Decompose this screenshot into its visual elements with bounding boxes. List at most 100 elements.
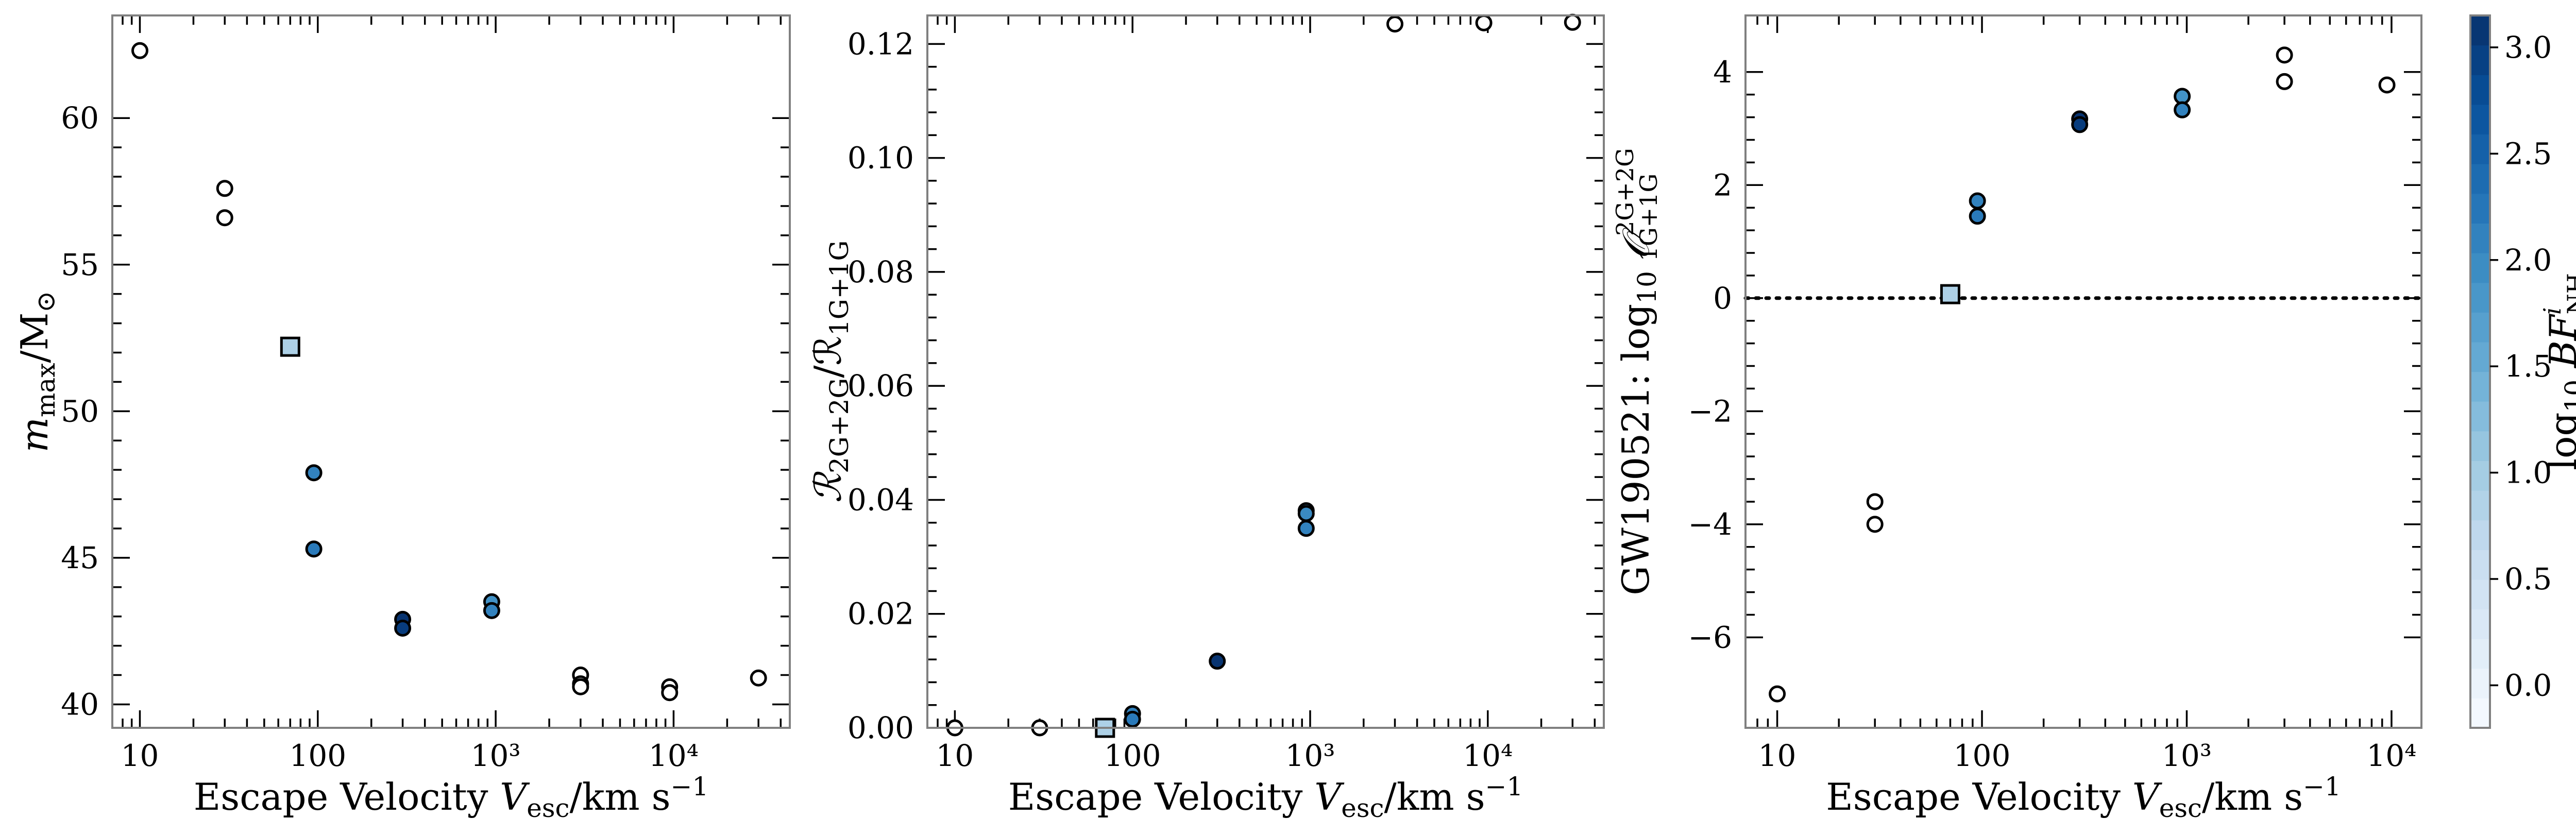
y-tick-label: 0.00 xyxy=(848,710,914,745)
data-point xyxy=(1866,516,1884,533)
plot-frame xyxy=(926,14,1605,729)
x-tick-label: 10 xyxy=(936,738,974,773)
data-point xyxy=(1969,192,1986,210)
data-point xyxy=(1209,653,1226,670)
data-point xyxy=(1769,685,1786,703)
colorbar-band xyxy=(2470,639,2490,669)
colorbar-tick-label: 3.0 xyxy=(2504,30,2552,65)
colorbar: 0.0 0.5 1.0 1.5 2.0 2.5 3.0 log10 BFiNH xyxy=(2469,14,2576,729)
data-point xyxy=(1297,520,1315,537)
y-axis-label: GW190521: log10 𝒪2G+2G1G+1G xyxy=(1611,148,1663,595)
y-tick-label: −2 xyxy=(1688,394,1733,429)
y-tick-label: 2 xyxy=(1713,167,1732,202)
colorbar-band xyxy=(2470,698,2490,728)
data-point xyxy=(2276,73,2293,90)
chart-panel-3: 10 100 10³ 10⁴ −6 −4 −2 0 2 4 Escape Velocity Vesc… xyxy=(1611,14,2424,823)
colorbar-band xyxy=(2470,312,2490,343)
colorbar-band xyxy=(2470,253,2490,283)
data-point xyxy=(2378,76,2396,94)
colorbar-band xyxy=(2470,490,2490,521)
data-point xyxy=(305,540,323,558)
plot-frame xyxy=(111,14,791,729)
colorbar-tick-label: 2.0 xyxy=(2504,243,2552,278)
x-tick-label: 10⁴ xyxy=(649,738,699,773)
colorbar-tick-label: 0.0 xyxy=(2504,668,2552,703)
y-tick-label: −4 xyxy=(1688,507,1733,542)
colorbar-band xyxy=(2470,431,2490,461)
y-tick-label: 0.02 xyxy=(848,596,914,632)
y-tick-label: 40 xyxy=(61,687,99,722)
colorbar-band xyxy=(2470,371,2490,402)
colorbar-band xyxy=(2470,282,2490,313)
x-tick-label: 10 xyxy=(121,738,159,773)
y-tick-label: 60 xyxy=(61,100,99,135)
colorbar-band xyxy=(2470,164,2490,194)
x-tick-label: 10 xyxy=(1758,738,1797,773)
colorbar-band xyxy=(2470,223,2490,253)
data-point xyxy=(2071,116,2089,133)
colorbar-band xyxy=(2470,609,2490,639)
y-tick-label: 0 xyxy=(1713,281,1732,316)
x-tick-label: 100 xyxy=(289,738,346,773)
data-point-square xyxy=(1940,284,1960,304)
data-point xyxy=(216,209,233,227)
x-axis-label: Escape Velocity Vesc/km s−1 xyxy=(194,772,709,823)
colorbar-band xyxy=(2470,550,2490,580)
colorbar-band xyxy=(2470,15,2490,46)
colorbar-band xyxy=(2470,401,2490,432)
data-point xyxy=(750,669,767,687)
data-point xyxy=(216,180,233,197)
colorbar-label: log10 BFiNH xyxy=(2538,273,2576,470)
y-tick-label: 0.12 xyxy=(848,26,914,61)
x-tick-label: 10⁴ xyxy=(1463,738,1513,773)
colorbar-frame xyxy=(2469,14,2491,729)
data-point xyxy=(1564,13,1581,31)
data-point xyxy=(483,602,500,619)
colorbar-band xyxy=(2470,668,2490,698)
colorbar-band xyxy=(2470,460,2490,491)
data-point xyxy=(1297,505,1315,522)
x-tick-label: 10³ xyxy=(1285,738,1335,773)
data-point xyxy=(2276,46,2293,64)
x-tick-label: 10³ xyxy=(471,738,521,773)
y-tick-label: 0.10 xyxy=(848,141,914,176)
x-tick-label: 100 xyxy=(1104,738,1161,773)
x-axis-label: Escape Velocity Vesc/km s−1 xyxy=(1826,772,2341,823)
data-point xyxy=(572,678,589,695)
data-point xyxy=(1866,493,1884,510)
chart-panel-2: 10 100 10³ 10⁴ 0.00 0.02 0.04 0.06 0.08 0.10 0.12 E… xyxy=(806,13,1605,823)
data-point xyxy=(1386,15,1403,33)
colorbar-band xyxy=(2470,579,2490,610)
data-point xyxy=(394,619,412,637)
data-point xyxy=(2174,101,2191,118)
data-point xyxy=(305,464,323,482)
colorbar-band xyxy=(2470,134,2490,164)
colorbar-band xyxy=(2470,104,2490,135)
y-tick-label: 45 xyxy=(61,540,99,575)
y-tick-label: 4 xyxy=(1713,55,1732,90)
y-axis-label: ℛ2G+2G/ℛ1G+1G xyxy=(806,241,854,503)
y-axis-label: mmax/M⊙ xyxy=(13,291,61,453)
plot-frame xyxy=(1744,14,2422,729)
colorbar-tick-label: 1.0 xyxy=(2504,455,2552,490)
data-point-square xyxy=(280,336,300,357)
x-tick-label: 100 xyxy=(1954,738,2011,773)
y-tick-label: 0.04 xyxy=(848,482,914,517)
chart-panel-1: 10 100 10³ 10⁴ 40 45 50 55 60 Escape Velocity Ves… xyxy=(13,14,791,823)
data-point xyxy=(131,42,148,59)
colorbar-band xyxy=(2470,75,2490,105)
colorbar-band xyxy=(2470,520,2490,550)
data-point xyxy=(1124,710,1141,728)
colorbar-band xyxy=(2470,45,2490,75)
y-tick-label: 0.08 xyxy=(848,254,914,289)
data-point xyxy=(661,684,679,702)
y-tick-label: 0.06 xyxy=(848,368,914,403)
colorbar-tick-label: 1.5 xyxy=(2504,349,2552,384)
data-point xyxy=(1969,208,1986,225)
colorbar-band xyxy=(2470,342,2490,372)
colorbar-band xyxy=(2470,193,2490,224)
y-tick-label: 55 xyxy=(61,247,99,282)
colorbar-tick-label: 0.5 xyxy=(2504,561,2552,596)
colorbar-tick-label: 2.5 xyxy=(2504,136,2552,171)
